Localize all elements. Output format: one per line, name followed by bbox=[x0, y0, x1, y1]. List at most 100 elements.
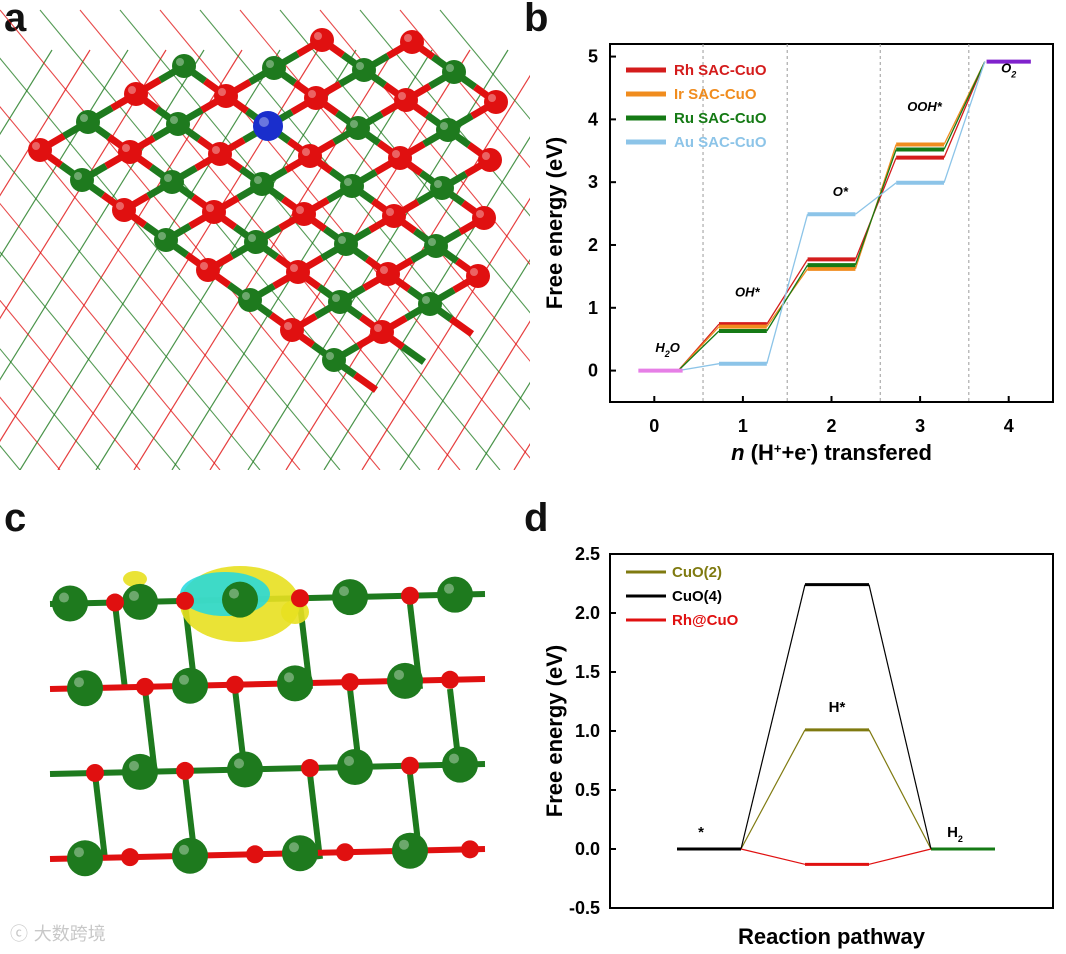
copper-atom bbox=[430, 176, 454, 200]
atom-highlight bbox=[314, 32, 322, 40]
lattice-line bbox=[119, 9, 501, 470]
legend-label: CuO(2) bbox=[672, 564, 722, 581]
state-label: H2O bbox=[655, 340, 680, 359]
y-axis-title: Free energy (eV) bbox=[542, 645, 567, 817]
state-label: OOH* bbox=[907, 99, 943, 114]
atom-highlight bbox=[176, 58, 184, 66]
atom-highlight bbox=[158, 232, 166, 240]
lattice-line bbox=[361, 197, 530, 470]
atom-highlight bbox=[266, 60, 274, 68]
lattice-line bbox=[0, 49, 243, 443]
oxygen-atom bbox=[86, 763, 104, 782]
oxygen-atom bbox=[214, 84, 238, 108]
state-label: O* bbox=[833, 184, 849, 199]
atom-highlight bbox=[302, 148, 310, 156]
oxygen-atom bbox=[461, 840, 479, 859]
state-label: OH* bbox=[735, 284, 761, 299]
legend-label: CuO(4) bbox=[672, 588, 722, 605]
lattice-line bbox=[0, 49, 167, 320]
atom-highlight bbox=[74, 677, 84, 688]
copper-atom bbox=[227, 751, 263, 788]
copper-atom bbox=[154, 228, 178, 252]
copper-atom bbox=[334, 232, 358, 256]
atom-highlight bbox=[428, 238, 436, 246]
atom-highlight bbox=[440, 122, 448, 130]
copper-atom bbox=[172, 667, 208, 704]
copper-atom bbox=[277, 665, 313, 702]
oxygen-atom bbox=[466, 264, 490, 288]
bond bbox=[448, 316, 475, 337]
connector-line bbox=[855, 182, 897, 215]
atom-highlight bbox=[284, 672, 294, 683]
bond bbox=[112, 603, 128, 690]
copper-atom bbox=[52, 585, 88, 622]
y-tick-label: 0.0 bbox=[575, 839, 600, 859]
copper-atom bbox=[387, 662, 423, 699]
series-rh-cuo bbox=[740, 848, 932, 866]
atom-highlight bbox=[374, 324, 382, 332]
copper-atom bbox=[437, 576, 473, 613]
lattice-line bbox=[0, 202, 221, 470]
copper-atom bbox=[160, 170, 184, 194]
atom-highlight bbox=[332, 294, 340, 302]
series-au-sac-cuo bbox=[678, 61, 986, 372]
lattice-line bbox=[0, 9, 381, 470]
oxygen-atom bbox=[121, 848, 139, 867]
oxygen-atom bbox=[196, 258, 220, 282]
oxygen-atom bbox=[401, 756, 419, 775]
oxygen-atom bbox=[341, 673, 359, 692]
atom-highlight bbox=[386, 208, 394, 216]
oxygen-atom bbox=[298, 144, 322, 168]
connector-line bbox=[677, 330, 720, 372]
copper-atom bbox=[322, 348, 346, 372]
connector-line bbox=[766, 259, 809, 325]
bond bbox=[352, 372, 379, 393]
lattice-line bbox=[437, 320, 530, 470]
y-tick-label: 2 bbox=[588, 235, 598, 255]
watermark-logo-icon: ⓒ bbox=[10, 924, 34, 945]
copper-atom bbox=[436, 118, 460, 142]
oxygen-atom bbox=[478, 148, 502, 172]
atom-highlight bbox=[444, 583, 454, 594]
connector-line bbox=[868, 584, 932, 850]
connector-line bbox=[868, 729, 932, 850]
atom-highlight bbox=[392, 150, 400, 158]
oxygen-atom bbox=[208, 142, 232, 166]
lattice-line bbox=[279, 9, 530, 314]
connector-line bbox=[740, 584, 806, 850]
atom-highlight bbox=[344, 178, 352, 186]
atom-highlight bbox=[32, 142, 40, 150]
x-tick-label: 2 bbox=[826, 416, 836, 436]
oxygen-atom bbox=[400, 30, 424, 54]
copper-atom bbox=[346, 116, 370, 140]
lattice-line bbox=[439, 9, 530, 120]
x-tick-label: 3 bbox=[915, 416, 925, 436]
atom-highlight bbox=[234, 758, 244, 769]
copper-atom bbox=[392, 832, 428, 869]
panel-letter-b: b bbox=[524, 0, 549, 40]
copper-atom bbox=[172, 837, 208, 874]
y-tick-label: -0.5 bbox=[569, 898, 600, 918]
copper-atom bbox=[352, 58, 376, 82]
atom-highlight bbox=[248, 234, 256, 242]
x-axis-title: n (H++e-) transfered bbox=[731, 440, 932, 465]
lattice-line bbox=[0, 49, 91, 197]
atom-highlight bbox=[404, 34, 412, 42]
atom-highlight bbox=[350, 120, 358, 128]
lattice-line bbox=[0, 49, 53, 136]
y-tick-label: 0 bbox=[588, 361, 598, 381]
oxygen-atom bbox=[106, 593, 124, 612]
bond bbox=[49, 761, 486, 777]
atom-highlight bbox=[242, 292, 250, 300]
oxygen-atom bbox=[291, 589, 309, 608]
y-tick-label: 2.0 bbox=[575, 603, 600, 623]
atom-highlight bbox=[308, 90, 316, 98]
connector-line bbox=[766, 214, 809, 364]
lattice-line bbox=[0, 348, 101, 470]
copper-atom bbox=[122, 753, 158, 790]
lattice-line bbox=[39, 9, 421, 470]
charge-accumulation bbox=[123, 571, 147, 587]
atom-highlight bbox=[289, 842, 299, 853]
atom-highlight bbox=[290, 264, 298, 272]
atom-highlight bbox=[476, 210, 484, 218]
